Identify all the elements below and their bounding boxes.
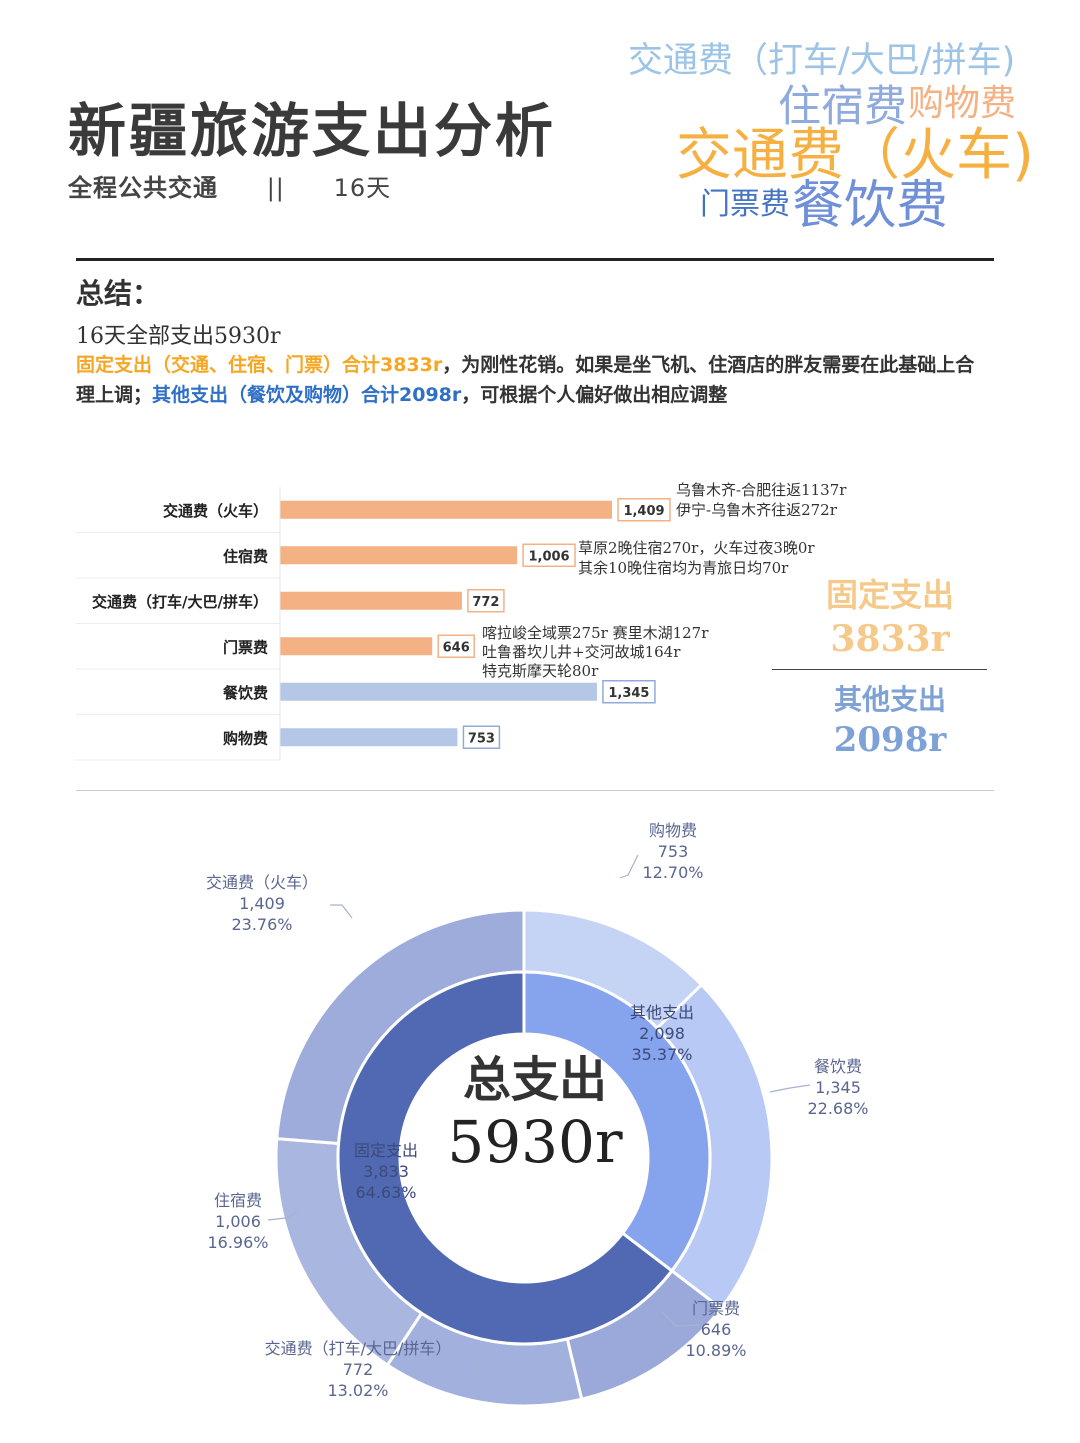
annotation-line: 喀拉峻全域票275r 赛里木湖127r xyxy=(482,624,709,642)
bar-value-box xyxy=(522,543,576,567)
donut-center-label: 总支出 xyxy=(462,1052,607,1108)
donut-label: 固定支出 xyxy=(354,1141,418,1160)
leader-line xyxy=(470,1347,483,1366)
donut-label: 交通费（打车/大巴/拼车） xyxy=(265,1339,452,1358)
donut-label: 门票费 xyxy=(692,1299,740,1318)
bar xyxy=(280,682,597,701)
bar xyxy=(280,546,518,565)
bar xyxy=(280,500,612,519)
donut-center-value: 5930r xyxy=(447,1108,623,1176)
donut-label: 753 xyxy=(658,842,689,861)
donut-label: 其他支出 xyxy=(630,1003,694,1022)
fixed-total-value: 3833r xyxy=(830,618,950,660)
bar-value-label: 1,006 xyxy=(528,549,569,564)
summary-tail-text: ，可根据个人偏好做出相应调整 xyxy=(461,384,728,406)
summary-other-text: 其他支出（餐饮及购物）合计2098r xyxy=(152,384,462,406)
bar-value-label: 1,345 xyxy=(608,686,649,701)
bar xyxy=(280,591,462,610)
word-tickets: 门票费 xyxy=(700,187,790,222)
annotation-line: 吐鲁番坎儿井+交河故城164r xyxy=(482,643,681,661)
bar-category-label: 住宿费 xyxy=(223,547,268,565)
donut-label: 16.96% xyxy=(207,1233,268,1252)
other-total-value: 2098r xyxy=(833,720,947,760)
summary-fixed-text: 固定支出（交通、住宿、门票）合计3833r xyxy=(76,354,443,376)
donut-label: 住宿费 xyxy=(214,1191,262,1210)
donut-inner-slice xyxy=(522,970,712,1273)
donut-label: 64.63% xyxy=(355,1183,416,1202)
annotation-train: 乌鲁木齐-合肥往返1137r 伊宁-乌鲁木齐往返272r xyxy=(676,480,846,520)
annotation-line: 伊宁-乌鲁木齐往返272r xyxy=(676,501,837,519)
annotation-line: 乌鲁木齐-合肥往返1137r xyxy=(676,481,847,499)
bar-value-label: 753 xyxy=(468,731,495,746)
leader-line xyxy=(267,1211,299,1221)
donut-label: 12.70% xyxy=(642,863,703,882)
bar-value-label: 646 xyxy=(443,640,470,655)
leader-line xyxy=(661,1311,701,1327)
subtitle-days: 16天 xyxy=(333,174,392,202)
bar-value-box xyxy=(462,725,501,749)
bar-chart: 交通费（火车） 1,409 住宿费 1,006 交通费（打车/大巴/拼车） 772 门票费 6… xyxy=(76,487,671,761)
bar xyxy=(280,728,458,747)
annotation-lodging: 草原2晚住宿270r，火车过夜3晚0r 其余10晚住宿均为青旅日均70r xyxy=(578,538,815,578)
donut-label: 23.76% xyxy=(231,915,292,934)
donut-chart: 其他支出 2,098 35.37% 固定支出 3,833 64.63% 购物费 753 12.7… xyxy=(206,821,869,1408)
page-title: 新疆旅游支出分析 xyxy=(68,97,557,165)
word-train: 交通费（火车) xyxy=(676,123,1034,188)
divider-middle xyxy=(76,790,994,791)
bar-category-label: 交通费（火车） xyxy=(163,502,268,520)
donut-label: 22.68% xyxy=(807,1099,868,1118)
donut-label: 13.02% xyxy=(327,1381,388,1400)
donut-label: 35.37% xyxy=(631,1045,692,1064)
other-total-label: 其他支出 xyxy=(833,683,946,716)
annotation-line: 草原2晚住宿270r，火车过夜3晚0r xyxy=(578,539,815,557)
donut-inner-slice xyxy=(336,970,674,1346)
subtitle-mode: 全程公共交通 xyxy=(68,174,218,202)
bar-value-box xyxy=(467,589,505,613)
word-shopping: 购物费 xyxy=(908,83,1017,124)
donut-label: 交通费（火车） xyxy=(206,873,318,892)
bar xyxy=(280,637,433,656)
word-lodging: 住宿费 xyxy=(778,82,907,132)
bar-category-label: 门票费 xyxy=(223,638,268,656)
leader-line xyxy=(619,854,639,879)
donut-label: 1,409 xyxy=(239,894,285,913)
donut-label: 2,098 xyxy=(639,1024,685,1043)
side-divider xyxy=(772,669,987,670)
bar-category-label: 餐饮费 xyxy=(223,684,268,702)
summary-heading: 总结： xyxy=(76,277,161,310)
summary-mid-text: ，为刚性花销。如果是坐飞机、住酒店的胖友需要在此基础上合理上调； xyxy=(76,354,975,406)
bar-category-label: 购物费 xyxy=(223,729,268,747)
word-food: 餐饮费 xyxy=(792,176,949,236)
fixed-total-label: 固定支出 xyxy=(825,576,954,614)
subtitle-separator: || xyxy=(266,174,285,202)
leader-line xyxy=(769,1084,811,1093)
leader-line xyxy=(330,904,353,919)
annotation-tickets: 喀拉峻全域票275r 赛里木湖127r 吐鲁番坎儿井+交河故城164r 特克斯摩… xyxy=(482,624,708,681)
bar-value-box xyxy=(437,634,475,658)
donut-label: 646 xyxy=(701,1320,732,1339)
bar-value-box xyxy=(602,680,656,704)
donut-label: 购物费 xyxy=(649,821,697,840)
donut-label: 餐饮费 xyxy=(814,1057,862,1076)
page-subtitle: 全程公共交通 || 16天 xyxy=(68,168,391,203)
donut-label: 3,833 xyxy=(363,1162,409,1181)
annotation-line: 其余10晚住宿均为青旅日均70r xyxy=(578,559,789,577)
bar-value-label: 772 xyxy=(472,595,499,610)
bar-value-label: 1,409 xyxy=(623,504,664,519)
divider-top xyxy=(76,258,994,261)
donut-label: 1,006 xyxy=(215,1212,261,1231)
summary-total: 16天全部支出5930r xyxy=(76,324,281,349)
bar-category-label: 交通费（打车/大巴/拼车） xyxy=(92,593,268,611)
donut-label: 772 xyxy=(343,1360,374,1379)
donut-label: 10.89% xyxy=(685,1341,746,1360)
donut-label: 1,345 xyxy=(815,1078,861,1097)
annotation-line: 特克斯摩天轮80r xyxy=(482,662,599,680)
summary-paragraph: 固定支出（交通、住宿、门票）合计3833r，为刚性花销。如果是坐飞机、住酒店的胖… xyxy=(76,350,976,410)
word-taxi: 交通费（打车/大巴/拼车) xyxy=(628,41,1016,81)
bar-value-box xyxy=(617,498,671,522)
